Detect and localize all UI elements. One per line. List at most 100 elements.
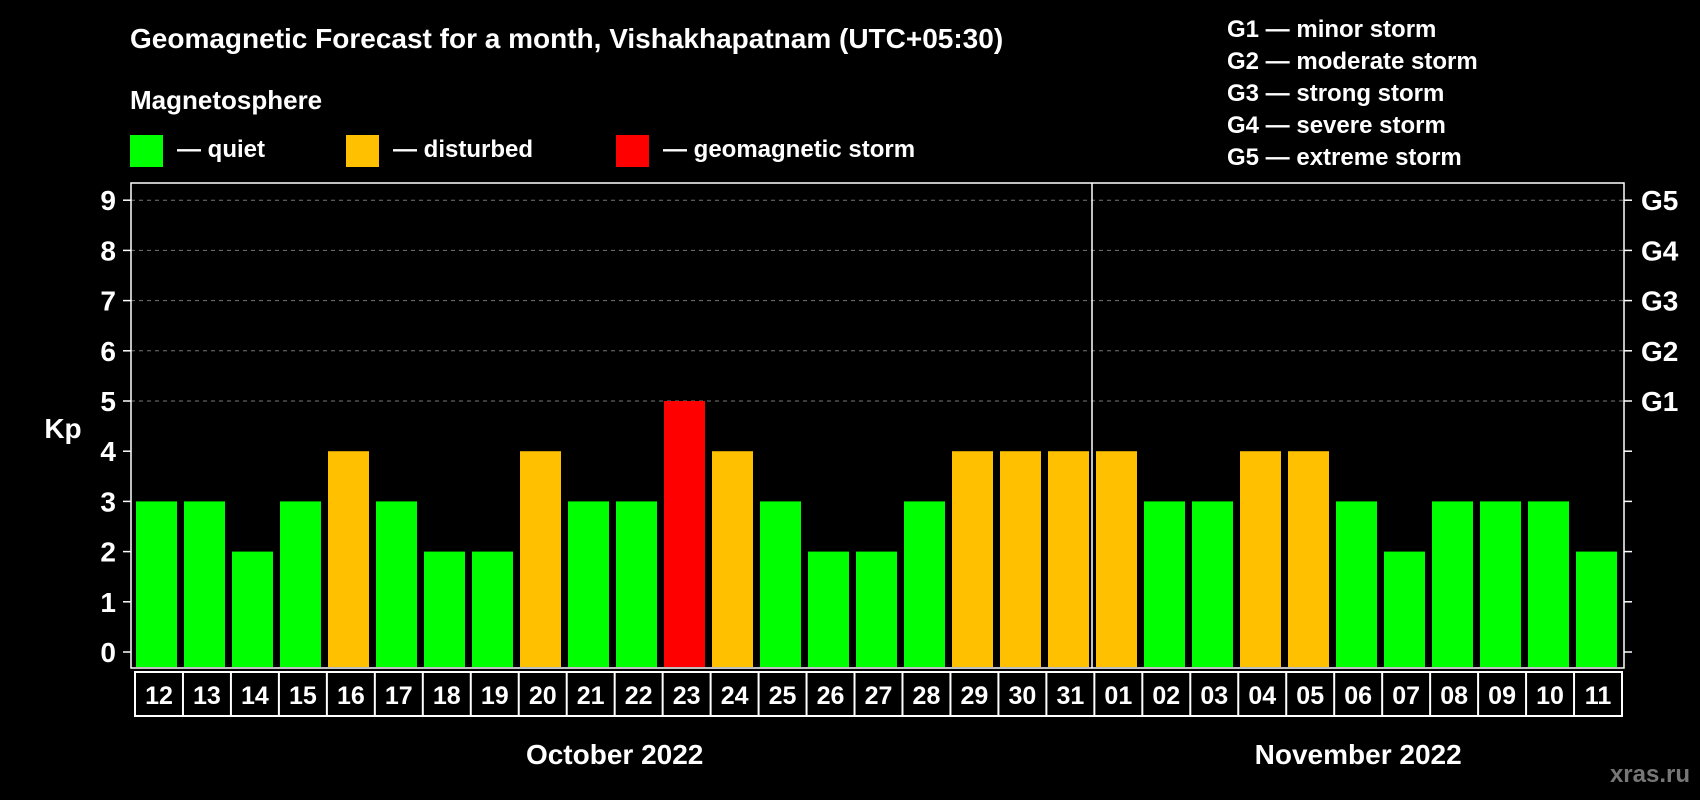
legend-swatch-storm — [616, 135, 649, 167]
bar-day-16 — [328, 451, 369, 667]
x-tick-label: 28 — [913, 682, 941, 710]
x-tick-label: 07 — [1392, 682, 1420, 710]
bar-day-27 — [856, 551, 897, 667]
bar-day-13 — [184, 501, 225, 667]
x-tick-label: 18 — [433, 682, 461, 710]
axis-ticks: 0 1 2 3 4 5 6 7 8 9 G1 G2 G3 G4 G5 — [100, 185, 1678, 668]
x-tick-label: 31 — [1056, 682, 1084, 710]
month-label: October 2022 — [526, 739, 703, 770]
gridlines — [131, 183, 1624, 668]
chart-title: Geomagnetic Forecast for a month, Vishak… — [130, 23, 1003, 54]
y-tick-label: 6 — [100, 336, 116, 367]
y-tick-label: 0 — [100, 637, 116, 668]
y-tick-label: 1 — [100, 587, 116, 618]
x-tick-label: 22 — [625, 682, 653, 710]
bar-day-07 — [1384, 551, 1425, 667]
y-tick-label: 8 — [100, 235, 116, 266]
right-axis-label-g2: G2 — [1641, 336, 1678, 367]
x-tick-label: 06 — [1344, 682, 1372, 710]
x-tick-label: 13 — [193, 682, 221, 710]
storm-scale-g5: G5 — extreme storm — [1227, 144, 1462, 171]
bar-day-24 — [712, 451, 753, 667]
bar-day-11 — [1576, 551, 1617, 667]
x-tick-label: 11 — [1585, 682, 1612, 710]
bar-day-06 — [1336, 501, 1377, 667]
x-tick-label: 15 — [289, 682, 317, 710]
bar-day-30 — [1000, 451, 1041, 667]
x-tick-label: 26 — [817, 682, 845, 710]
right-axis-label-g1: G1 — [1641, 386, 1678, 417]
x-tick-label: 01 — [1104, 682, 1132, 710]
legend-swatch-quiet — [130, 135, 163, 167]
x-label-box — [134, 671, 1623, 717]
bar-day-22 — [616, 501, 657, 667]
x-tick-label: 17 — [385, 682, 413, 710]
bar-day-04 — [1240, 451, 1281, 667]
storm-scale-g4: G4 — severe storm — [1227, 112, 1446, 139]
watermark: xras.ru — [1610, 761, 1690, 788]
x-tick-label: 03 — [1200, 682, 1228, 710]
x-tick-label: 19 — [481, 682, 509, 710]
x-tick-label: 10 — [1536, 682, 1564, 710]
x-tick-label: 23 — [673, 682, 701, 710]
bar-day-23 — [664, 401, 705, 667]
x-tick-label: 29 — [961, 682, 989, 710]
y-tick-label: 3 — [100, 486, 116, 517]
x-tick-label: 09 — [1488, 682, 1516, 710]
bar-day-18 — [424, 551, 465, 667]
bar-day-19 — [472, 551, 513, 667]
x-axis-labels: 12 13 14 15 16 17 18 19 20 21 22 23 24 25 26 27 28 29 30 31… — [134, 671, 1623, 717]
month-label: November 2022 — [1255, 739, 1462, 770]
bar-day-25 — [760, 501, 801, 667]
bar-day-12 — [136, 501, 177, 667]
x-tick-label: 25 — [769, 682, 797, 710]
storm-scale-key: G1 — minor storm G2 — moderate storm G3 … — [1227, 16, 1478, 171]
x-tick-label: 05 — [1296, 682, 1324, 710]
x-tick-label: 20 — [529, 682, 557, 710]
bar-day-31 — [1048, 451, 1089, 667]
bar-day-17 — [376, 501, 417, 667]
bar-day-14 — [232, 551, 273, 667]
x-tick-label: 16 — [337, 682, 365, 710]
x-tick-label: 14 — [241, 682, 269, 710]
right-axis-label-g3: G3 — [1641, 286, 1678, 317]
right-axis-label-g5: G5 — [1641, 185, 1678, 216]
bar-day-05 — [1288, 451, 1329, 667]
bar-day-09 — [1480, 501, 1521, 667]
bar-day-29 — [952, 451, 993, 667]
storm-scale-g2: G2 — moderate storm — [1227, 48, 1478, 75]
bar-day-21 — [568, 501, 609, 667]
storm-scale-g3: G3 — strong storm — [1227, 80, 1444, 107]
y-tick-label: 2 — [100, 537, 116, 568]
bar-day-20 — [520, 451, 561, 667]
plot-frame — [130, 182, 1625, 669]
bar-day-28 — [904, 501, 945, 667]
y-tick-label: 7 — [100, 286, 116, 317]
x-tick-label: 21 — [577, 682, 605, 710]
storm-scale-g1: G1 — minor storm — [1227, 16, 1436, 43]
x-tick-label: 08 — [1440, 682, 1468, 710]
bar-day-02 — [1144, 501, 1185, 667]
bar-day-15 — [280, 501, 321, 667]
bar-day-08 — [1432, 501, 1473, 667]
bar-day-03 — [1192, 501, 1233, 667]
x-tick-label: 12 — [145, 682, 173, 710]
legend-heading: Magnetosphere — [130, 85, 322, 115]
legend-swatch-disturbed — [346, 135, 379, 167]
y-tick-label: 9 — [100, 185, 116, 216]
y-tick-label: 5 — [100, 386, 116, 417]
right-axis-label-g4: G4 — [1641, 235, 1679, 266]
x-tick-label: 30 — [1008, 682, 1036, 710]
x-tick-label: 04 — [1248, 682, 1276, 710]
bar-day-26 — [808, 551, 849, 667]
bars — [136, 401, 1617, 667]
x-tick-label: 27 — [865, 682, 893, 710]
bar-day-01 — [1096, 451, 1137, 667]
legend-label-storm: — geomagnetic storm — [663, 136, 915, 163]
x-tick-label: 24 — [721, 682, 749, 710]
month-labels: October 2022 November 2022 — [526, 739, 1462, 770]
legend: — quiet — disturbed — geomagnetic storm — [130, 135, 915, 167]
bar-day-10 — [1528, 501, 1569, 667]
x-tick-label: 02 — [1152, 682, 1180, 710]
